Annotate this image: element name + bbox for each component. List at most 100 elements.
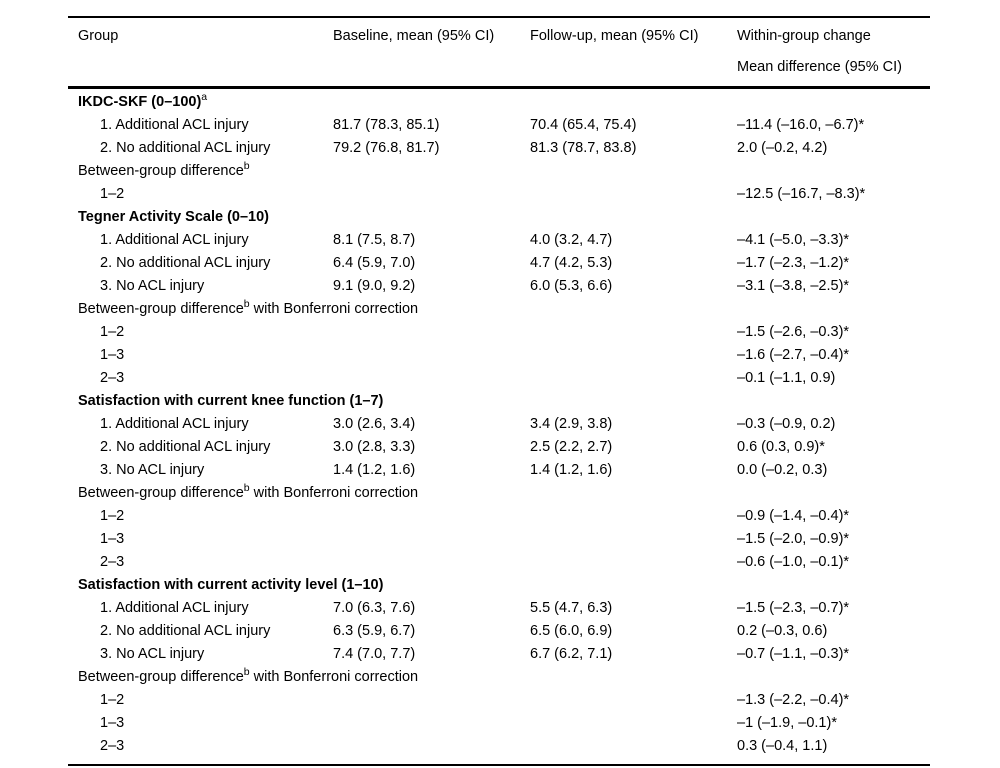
followup-value: 5.5 (4.7, 6.3) (530, 600, 613, 616)
table-row: Tegner Activity Scale (0–10) (68, 206, 930, 229)
header-change-line1: Within-group change (737, 28, 871, 44)
row-label-suffix: with Bonferroni correction (249, 301, 419, 317)
row-label: 1. Additional ACL injury (68, 597, 333, 620)
row-label-text: 2. No additional ACL injury (100, 439, 271, 455)
change-value: 0.2 (–0.3, 0.6) (737, 623, 828, 639)
change-value: –0.7 (–1.1, –0.3)* (737, 646, 850, 662)
row-label: 2–3 (68, 367, 333, 390)
table-row: 1. Additional ACL injury 7.0 (6.3, 7.6) … (68, 597, 930, 620)
baseline-value: 6.4 (5.9, 7.0) (333, 255, 416, 271)
table-row: 1–2 –12.5 (–16.7, –8.3)* (68, 183, 930, 206)
row-label: 2–3 (68, 551, 333, 574)
followup-value: 4.0 (3.2, 4.7) (530, 232, 613, 248)
row-label-text: 1–3 (100, 347, 125, 363)
table-row: 3. No ACL injury 7.4 (7.0, 7.7) 6.7 (6.2… (68, 643, 930, 666)
table-bottom-rule (68, 764, 930, 766)
row-label: Satisfaction with current activity level… (68, 574, 383, 597)
footnote-marker: b (243, 298, 250, 311)
baseline-value: 79.2 (76.8, 81.7) (333, 140, 440, 156)
row-label: Between-group differenceb (68, 160, 333, 183)
row-label: 2. No additional ACL injury (68, 252, 333, 275)
row-label-text: Satisfaction with current knee function … (78, 393, 384, 409)
baseline-value: 7.0 (6.3, 7.6) (333, 600, 416, 616)
followup-value: 6.5 (6.0, 6.9) (530, 623, 613, 639)
table-row: 3. No ACL injury 1.4 (1.2, 1.6) 1.4 (1.2… (68, 459, 930, 482)
change-value: 2.0 (–0.2, 4.2) (737, 140, 828, 156)
outcomes-table: Group Baseline, mean (95% CI) Follow-up,… (68, 16, 930, 766)
table-row: Satisfaction with current activity level… (68, 574, 930, 597)
table-row: IKDC-SKF (0–100)a (68, 91, 930, 114)
table-row: Between-group differenceb with Bonferron… (68, 482, 930, 505)
header-baseline: Baseline, mean (95% CI) (333, 28, 495, 44)
row-label: 1–3 (68, 344, 333, 367)
row-label: Satisfaction with current knee function … (68, 390, 383, 413)
change-value: –1.5 (–2.0, –0.9)* (737, 531, 850, 547)
table-row: 1–2 –1.5 (–2.6, –0.3)* (68, 321, 930, 344)
table-row: 1. Additional ACL injury 8.1 (7.5, 8.7) … (68, 229, 930, 252)
row-label: 1–2 (68, 689, 333, 712)
table-row: 2–3 0.3 (–0.4, 1.1) (68, 735, 930, 758)
row-label-suffix: with Bonferroni correction (249, 485, 419, 501)
change-value: –0.6 (–1.0, –0.1)* (737, 554, 850, 570)
row-label-text: 2–3 (100, 554, 125, 570)
followup-value: 6.0 (5.3, 6.6) (530, 278, 613, 294)
row-label: 3. No ACL injury (68, 643, 333, 666)
change-value: 0.6 (0.3, 0.9)* (737, 439, 825, 455)
baseline-value: 1.4 (1.2, 1.6) (333, 462, 416, 478)
table-row: 2. No additional ACL injury 3.0 (2.8, 3.… (68, 436, 930, 459)
table-row: 1. Additional ACL injury 3.0 (2.6, 3.4) … (68, 413, 930, 436)
row-label: 2. No additional ACL injury (68, 620, 333, 643)
table-top-rule (68, 16, 930, 18)
table-row: Between-group differenceb (68, 160, 930, 183)
table-body: IKDC-SKF (0–100)a 1. Additional ACL inju… (68, 89, 930, 764)
followup-value: 3.4 (2.9, 3.8) (530, 416, 613, 432)
table-row: 1–3 –1.6 (–2.7, –0.4)* (68, 344, 930, 367)
change-value: –1.6 (–2.7, –0.4)* (737, 347, 850, 363)
row-label-text: Between-group difference (78, 301, 244, 317)
footnote-marker: a (201, 91, 208, 104)
table-row: 2. No additional ACL injury 79.2 (76.8, … (68, 137, 930, 160)
change-value: –12.5 (–16.7, –8.3)* (737, 186, 866, 202)
followup-value: 6.7 (6.2, 7.1) (530, 646, 613, 662)
baseline-value: 8.1 (7.5, 8.7) (333, 232, 416, 248)
row-label-text: 1–3 (100, 715, 125, 731)
row-label-text: 1. Additional ACL injury (100, 600, 249, 616)
row-label-text: 3. No ACL injury (100, 462, 205, 478)
row-label: 2–3 (68, 735, 333, 758)
table-row: 1–2 –0.9 (–1.4, –0.4)* (68, 505, 930, 528)
row-label-text: 1. Additional ACL injury (100, 232, 249, 248)
row-label: 1–2 (68, 321, 333, 344)
change-value: –1.5 (–2.6, –0.3)* (737, 324, 850, 340)
table-row: 1–3 –1.5 (–2.0, –0.9)* (68, 528, 930, 551)
row-label-text: 2. No additional ACL injury (100, 255, 271, 271)
baseline-value: 7.4 (7.0, 7.7) (333, 646, 416, 662)
table-row: 2. No additional ACL injury 6.4 (5.9, 7.… (68, 252, 930, 275)
row-label-text: 1–2 (100, 186, 125, 202)
row-label-suffix: with Bonferroni correction (249, 669, 419, 685)
table-row: Satisfaction with current knee function … (68, 390, 930, 413)
row-label: Between-group differenceb with Bonferron… (68, 298, 418, 321)
table-row: Between-group differenceb with Bonferron… (68, 666, 930, 689)
change-value: –1.3 (–2.2, –0.4)* (737, 692, 850, 708)
row-label: 3. No ACL injury (68, 459, 333, 482)
followup-value: 70.4 (65.4, 75.4) (530, 117, 637, 133)
change-value: –3.1 (–3.8, –2.5)* (737, 278, 850, 294)
row-label: 1. Additional ACL injury (68, 413, 333, 436)
row-label-text: 1. Additional ACL injury (100, 117, 249, 133)
row-label: 1–3 (68, 528, 333, 551)
row-label-text: 1–2 (100, 692, 125, 708)
table-header-rule (68, 86, 930, 89)
row-label-text: Tegner Activity Scale (0–10) (78, 209, 269, 225)
table-header-row: Group Baseline, mean (95% CI) Follow-up,… (68, 18, 930, 86)
table-row: 2–3 –0.6 (–1.0, –0.1)* (68, 551, 930, 574)
followup-value: 4.7 (4.2, 5.3) (530, 255, 613, 271)
row-label: Between-group differenceb with Bonferron… (68, 666, 418, 689)
change-value: –1.7 (–2.3, –1.2)* (737, 255, 850, 271)
row-label-text: 1. Additional ACL injury (100, 416, 249, 432)
row-label: 1. Additional ACL injury (68, 114, 333, 137)
header-followup: Follow-up, mean (95% CI) (530, 28, 699, 44)
change-value: –11.4 (–16.0, –6.7)* (737, 117, 865, 133)
row-label: 1–2 (68, 183, 333, 206)
baseline-value: 6.3 (5.9, 6.7) (333, 623, 416, 639)
header-group: Group (78, 28, 119, 44)
